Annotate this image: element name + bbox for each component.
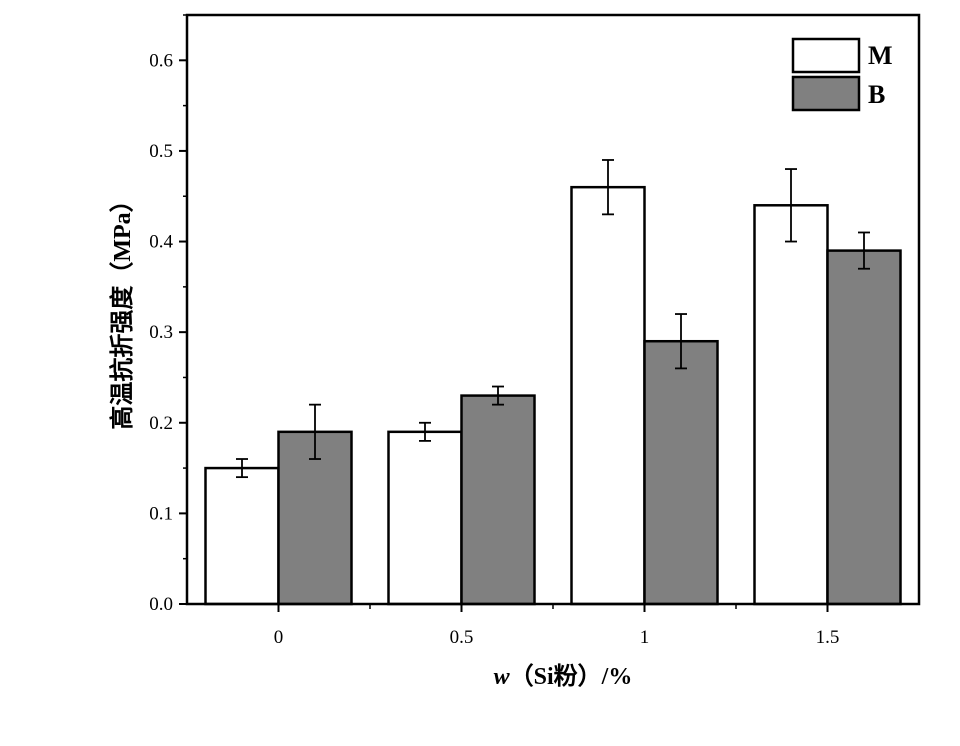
legend-swatch-b: [791, 75, 861, 112]
x-axis-title: w（Si粉）/%: [494, 663, 633, 690]
y-axis: 0.0 0.1 0.2 0.3 0.4 0.5 0.6: [149, 14, 187, 615]
y-tick-label-0: 0.0: [149, 594, 173, 615]
y-tick-label-5: 0.5: [149, 141, 173, 162]
x-axis-title-variable: w: [494, 664, 511, 690]
bar-b-3: [826, 249, 902, 606]
x-axis: 0 0.5 1 1.5: [274, 604, 840, 648]
x-tick-label-2: 1: [640, 627, 650, 648]
x-axis-title-unit: （Si粉）/%: [510, 663, 633, 690]
legend-label-b: B: [868, 80, 885, 109]
bar-m-3: [753, 204, 829, 606]
bar-b-2: [643, 339, 719, 606]
legend: M B: [791, 37, 893, 112]
bar-b-1: [460, 394, 536, 606]
error-bars-layer: [236, 159, 870, 479]
bars-layer: [204, 185, 902, 606]
legend-label-m: M: [868, 41, 893, 70]
y-tick-label-6: 0.6: [149, 50, 173, 71]
y-axis-title: 高温抗折强度（MPa）: [108, 188, 136, 429]
x-tick-label-3: 1.5: [816, 627, 840, 648]
y-tick-label-4: 0.4: [149, 232, 173, 253]
bar-b-0: [277, 430, 353, 606]
legend-swatch-m: [791, 37, 861, 74]
x-tick-label-1: 0.5: [450, 627, 474, 648]
bar-m-1: [387, 430, 463, 606]
y-tick-label-2: 0.2: [149, 413, 173, 434]
bar-m-2: [570, 185, 646, 606]
y-tick-label-1: 0.1: [149, 503, 173, 524]
y-tick-label-3: 0.3: [149, 322, 173, 343]
bar-m-0: [204, 466, 280, 606]
x-tick-label-0: 0: [274, 627, 284, 648]
